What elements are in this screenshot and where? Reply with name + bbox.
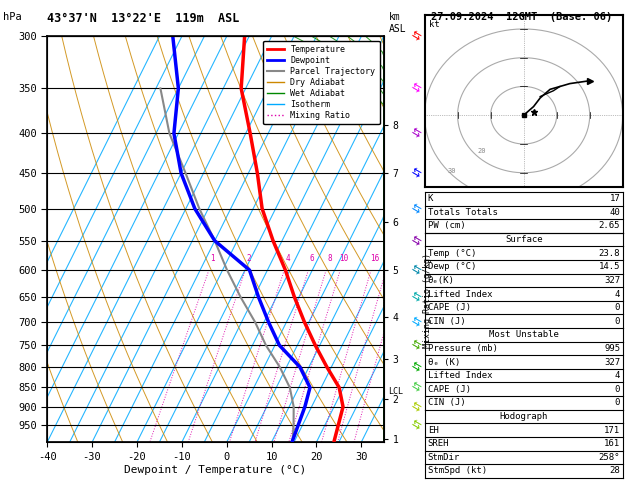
Text: Totals Totals: Totals Totals xyxy=(428,208,498,217)
Text: 327: 327 xyxy=(604,276,620,285)
Text: 4: 4 xyxy=(286,254,290,263)
Text: 2: 2 xyxy=(247,254,252,263)
Text: SREH: SREH xyxy=(428,439,449,448)
Text: 20: 20 xyxy=(477,148,486,154)
Text: 995: 995 xyxy=(604,344,620,353)
Text: 6: 6 xyxy=(309,254,314,263)
Text: CAPE (J): CAPE (J) xyxy=(428,385,470,394)
Text: Lifted Index: Lifted Index xyxy=(428,290,493,298)
Text: 16: 16 xyxy=(370,254,379,263)
Text: 27.09.2024  12GMT  (Base: 06): 27.09.2024 12GMT (Base: 06) xyxy=(431,12,612,22)
Text: 161: 161 xyxy=(604,439,620,448)
Text: Hodograph: Hodograph xyxy=(500,412,548,421)
Text: 10: 10 xyxy=(339,254,348,263)
Text: 4: 4 xyxy=(615,290,620,298)
Text: 4: 4 xyxy=(615,371,620,380)
Text: 327: 327 xyxy=(604,358,620,366)
Text: 0: 0 xyxy=(615,303,620,312)
Text: ⇆: ⇆ xyxy=(409,381,421,394)
Text: ⇆: ⇆ xyxy=(409,400,421,414)
Legend: Temperature, Dewpoint, Parcel Trajectory, Dry Adiabat, Wet Adiabat, Isotherm, Mi: Temperature, Dewpoint, Parcel Trajectory… xyxy=(263,41,379,124)
Text: ⇆: ⇆ xyxy=(409,361,421,374)
Text: θₑ(K): θₑ(K) xyxy=(428,276,455,285)
Text: Temp (°C): Temp (°C) xyxy=(428,249,476,258)
Text: StmDir: StmDir xyxy=(428,453,460,462)
Text: ⇆: ⇆ xyxy=(409,202,421,215)
Text: hPa: hPa xyxy=(3,12,22,22)
Text: ⇆: ⇆ xyxy=(409,234,421,247)
Text: θₑ (K): θₑ (K) xyxy=(428,358,460,366)
Text: 8: 8 xyxy=(327,254,332,263)
Text: Surface: Surface xyxy=(505,235,543,244)
Text: 0: 0 xyxy=(615,385,620,394)
Text: CIN (J): CIN (J) xyxy=(428,399,465,407)
Text: 258°: 258° xyxy=(599,453,620,462)
Text: 30: 30 xyxy=(448,168,456,174)
Text: 2.65: 2.65 xyxy=(599,222,620,230)
Text: Dewp (°C): Dewp (°C) xyxy=(428,262,476,271)
Text: CAPE (J): CAPE (J) xyxy=(428,303,470,312)
Text: Lifted Index: Lifted Index xyxy=(428,371,493,380)
Text: 171: 171 xyxy=(604,426,620,434)
Text: km
ASL: km ASL xyxy=(389,12,406,34)
Text: 0: 0 xyxy=(615,399,620,407)
Text: CIN (J): CIN (J) xyxy=(428,317,465,326)
Text: 43°37'N  13°22'E  119m  ASL: 43°37'N 13°22'E 119m ASL xyxy=(47,12,240,25)
Text: ⇆: ⇆ xyxy=(409,82,421,95)
Text: EH: EH xyxy=(428,426,438,434)
Text: Most Unstable: Most Unstable xyxy=(489,330,559,339)
Text: 40: 40 xyxy=(610,208,620,217)
Text: 0: 0 xyxy=(615,317,620,326)
Text: PW (cm): PW (cm) xyxy=(428,222,465,230)
Text: ⇆: ⇆ xyxy=(409,30,421,43)
X-axis label: Dewpoint / Temperature (°C): Dewpoint / Temperature (°C) xyxy=(125,465,306,475)
Text: kt: kt xyxy=(428,20,439,29)
Text: ⇆: ⇆ xyxy=(409,339,421,352)
Text: K: K xyxy=(428,194,433,203)
Text: Mixing Ratio (g/kg): Mixing Ratio (g/kg) xyxy=(423,253,432,347)
Text: ⇆: ⇆ xyxy=(409,263,421,277)
Text: LCL: LCL xyxy=(388,387,403,396)
Text: StmSpd (kt): StmSpd (kt) xyxy=(428,467,487,475)
Text: 1: 1 xyxy=(211,254,215,263)
Text: ⇆: ⇆ xyxy=(409,315,421,329)
Text: ⇆: ⇆ xyxy=(409,291,421,304)
Text: ⇆: ⇆ xyxy=(409,166,421,180)
Text: 23.8: 23.8 xyxy=(599,249,620,258)
Text: ⇆: ⇆ xyxy=(409,418,421,432)
Text: 14.5: 14.5 xyxy=(599,262,620,271)
Text: 28: 28 xyxy=(610,467,620,475)
Text: 17: 17 xyxy=(610,194,620,203)
Text: ⇆: ⇆ xyxy=(409,127,421,140)
Text: Pressure (mb): Pressure (mb) xyxy=(428,344,498,353)
